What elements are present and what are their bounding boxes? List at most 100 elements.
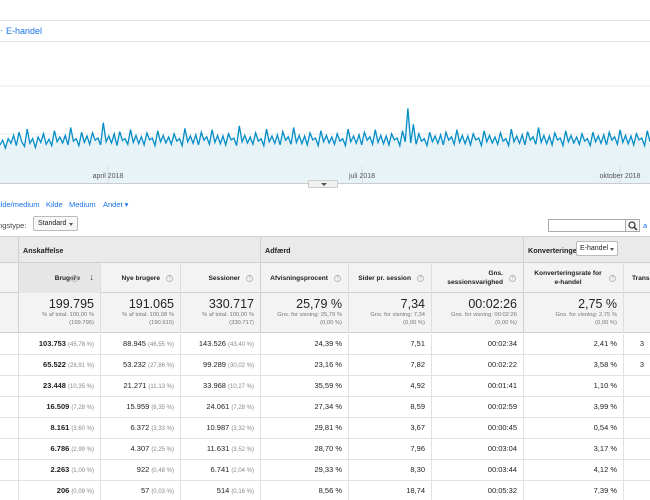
table-row[interactable]: 103.753 (45,78 %) 88.945 (46,55 %) 143.526 (4… bbox=[0, 334, 650, 355]
col-duration-label: Gns. sessionsvarighed bbox=[447, 270, 503, 286]
cell-value: 00:02:34 bbox=[487, 339, 517, 348]
cell-percent: (3,52 %) bbox=[231, 447, 254, 453]
sort-type-select[interactable]: Standard bbox=[33, 216, 78, 231]
cell-dur: 00:01:41 bbox=[431, 376, 523, 396]
cell-percent: (0,48 %) bbox=[151, 468, 174, 474]
dimension-source-medium[interactable]: Kilde/medium bbox=[0, 200, 40, 209]
cell-conv: 3,58 % bbox=[523, 355, 623, 375]
total-new-users-value: 191.065 bbox=[128, 297, 174, 311]
help-icon[interactable]: ? bbox=[509, 275, 516, 282]
conversion-goal-value: E-handel bbox=[580, 245, 609, 252]
cell-dur: 00:03:04 bbox=[431, 439, 523, 459]
table-controls: Sorteringstype: Standard bbox=[0, 216, 650, 234]
cell-conv: 1,10 % bbox=[523, 376, 623, 396]
cell-value: 3 bbox=[639, 360, 644, 369]
cell-percent: (43,40 %) bbox=[227, 342, 254, 348]
cell-new: 15.959 (8,35 %) bbox=[100, 397, 180, 417]
cell-value: 99.289 bbox=[203, 360, 226, 369]
cell-pages: 7,82 bbox=[348, 355, 431, 375]
cell-dur: 00:02:59 bbox=[431, 397, 523, 417]
cell-percent: (10,27 %) bbox=[227, 384, 254, 390]
total-duration-value: 00:02:26 bbox=[468, 297, 517, 311]
cell-percent: (11,13 %) bbox=[148, 384, 174, 390]
cell-dur: 00:02:22 bbox=[431, 355, 523, 375]
col-avg-duration[interactable]: Gns. sessionsvarighed? bbox=[431, 263, 523, 293]
cell-percent: (0,09 %) bbox=[71, 489, 94, 495]
help-icon[interactable]: ? bbox=[417, 275, 424, 282]
cell-value: 3,58 % bbox=[593, 360, 617, 369]
cell-bounce: 23,16 % bbox=[260, 355, 348, 375]
dimension-source[interactable]: Kilde bbox=[46, 200, 63, 209]
report-tab-bar: E-handel bbox=[0, 20, 650, 42]
cell-new: 4.307 (2,25 %) bbox=[100, 439, 180, 459]
total-duration-note: Gns. for visning: 00:02:26 (0,00 %) bbox=[450, 312, 517, 326]
total-sessions-note: % af total: 100,00 % (330.717) bbox=[202, 312, 254, 326]
cell-value: 3,99 % bbox=[593, 402, 617, 411]
dimension-medium[interactable]: Medium bbox=[69, 200, 96, 209]
total-pages: 7,34 Gns. for visning: 7,34 (0,00 %) bbox=[348, 293, 431, 333]
help-icon[interactable]: ? bbox=[166, 275, 173, 282]
col-users[interactable]: Brugere ? ↓ bbox=[18, 263, 100, 293]
table-row[interactable]: 16.509 (7,28 %) 15.959 (8,35 %) 24.061 (7,28 … bbox=[0, 397, 650, 418]
table-row[interactable]: 23.448 (10,35 %) 21.271 (11,13 %) 33.968 (10,… bbox=[0, 376, 650, 397]
help-icon[interactable]: ? bbox=[334, 275, 341, 282]
group-behavior: Adfærd bbox=[260, 237, 523, 263]
cell-pages: 8,30 bbox=[348, 460, 431, 480]
help-icon[interactable]: ? bbox=[71, 275, 78, 282]
cell-bounce: 35,59 % bbox=[260, 376, 348, 396]
total-users-note: % af total: 100,00 % (199.795) bbox=[42, 312, 94, 326]
cell-value: 2,41 % bbox=[593, 339, 617, 348]
table-row[interactable]: 8.161 (3,60 %) 6.372 (3,33 %) 10.987 (3,32 %)… bbox=[0, 418, 650, 439]
cell-conv: 4,12 % bbox=[523, 460, 623, 480]
cell-trans bbox=[623, 397, 650, 417]
cell-value: 23,16 % bbox=[314, 360, 342, 369]
help-icon[interactable]: ? bbox=[609, 275, 616, 282]
col-sessions-label: Sessioner bbox=[208, 274, 240, 282]
cell-percent: (46,55 %) bbox=[147, 342, 174, 348]
total-duration: 00:02:26 Gns. for visning: 00:02:26 (0,0… bbox=[431, 293, 523, 333]
cell-trans bbox=[623, 439, 650, 459]
table-search-input[interactable] bbox=[548, 219, 626, 232]
col-bounce-rate[interactable]: Afvisningsprocent? bbox=[260, 263, 348, 293]
col-conversion-rate[interactable]: Konverteringsrate for e-handel? bbox=[523, 263, 623, 293]
cell-value: 21.271 bbox=[123, 381, 147, 390]
chart-area bbox=[0, 108, 650, 183]
cell-percent: (3,33 %) bbox=[151, 426, 174, 432]
tab-ecommerce[interactable]: E-handel bbox=[0, 25, 42, 36]
col-new-users[interactable]: Nye brugere? bbox=[100, 263, 180, 293]
col-transactions[interactable]: Transaktioner bbox=[623, 263, 650, 293]
table-row[interactable]: 65.522 (28,91 %) 53.232 (27,86 %) 99.289 (30,… bbox=[0, 355, 650, 376]
col-sessions[interactable]: Sessioner? bbox=[180, 263, 260, 293]
cell-new: 21.271 (11,13 %) bbox=[100, 376, 180, 396]
cell-conv: 2,41 % bbox=[523, 334, 623, 354]
cell-bounce: 8,56 % bbox=[260, 481, 348, 500]
cell-users: 16.509 (7,28 %) bbox=[18, 397, 100, 417]
total-bounce: 25,79 % Gns. for visning: 25,79 % (0,00 … bbox=[260, 293, 348, 333]
help-icon[interactable]: ? bbox=[246, 275, 253, 282]
cell-users: 65.522 (28,91 %) bbox=[18, 355, 100, 375]
col-users-label: Brugere bbox=[54, 274, 80, 282]
table-row[interactable]: 6.786 (2,99 %) 4.307 (2,25 %) 11.631 (3,52 %)… bbox=[0, 439, 650, 460]
cell-value: 11.631 bbox=[206, 444, 230, 453]
cell-value: 3 bbox=[639, 339, 644, 348]
table-row[interactable]: 2.263 (1,00 %) 922 (0,48 %) 6.741 (2,04 %) 29,… bbox=[0, 460, 650, 481]
dimension-other[interactable]: Andet ▾ bbox=[103, 200, 129, 209]
search-button[interactable] bbox=[626, 219, 640, 232]
cell-new: 922 (0,48 %) bbox=[100, 460, 180, 480]
cell-sess: 143.526 (43,40 %) bbox=[180, 334, 260, 354]
cell-percent: (0,16 %) bbox=[231, 489, 254, 495]
conversion-goal-select[interactable]: E-handel bbox=[576, 241, 618, 256]
cell-value: 00:01:41 bbox=[487, 381, 517, 390]
collapse-chart-button[interactable] bbox=[308, 180, 338, 188]
cell-pages: 18,74 bbox=[348, 481, 431, 500]
cell-value: 6.741 bbox=[210, 465, 230, 474]
cell-percent: (27,86 %) bbox=[147, 363, 174, 369]
cell-trans bbox=[623, 376, 650, 396]
advanced-search-link[interactable]: a bbox=[643, 221, 648, 230]
table-row[interactable]: 206 (0,09 %) 57 (0,03 %) 514 (0,16 %) 8,56 % 18… bbox=[0, 481, 650, 500]
col-pages-per-session[interactable]: Sider pr. session? bbox=[348, 263, 431, 293]
cell-value: 18,74 bbox=[406, 486, 425, 495]
cell-trans: 3 bbox=[623, 355, 650, 375]
cell-value: 88.945 bbox=[123, 339, 146, 348]
cell-value: 00:03:44 bbox=[487, 465, 517, 474]
